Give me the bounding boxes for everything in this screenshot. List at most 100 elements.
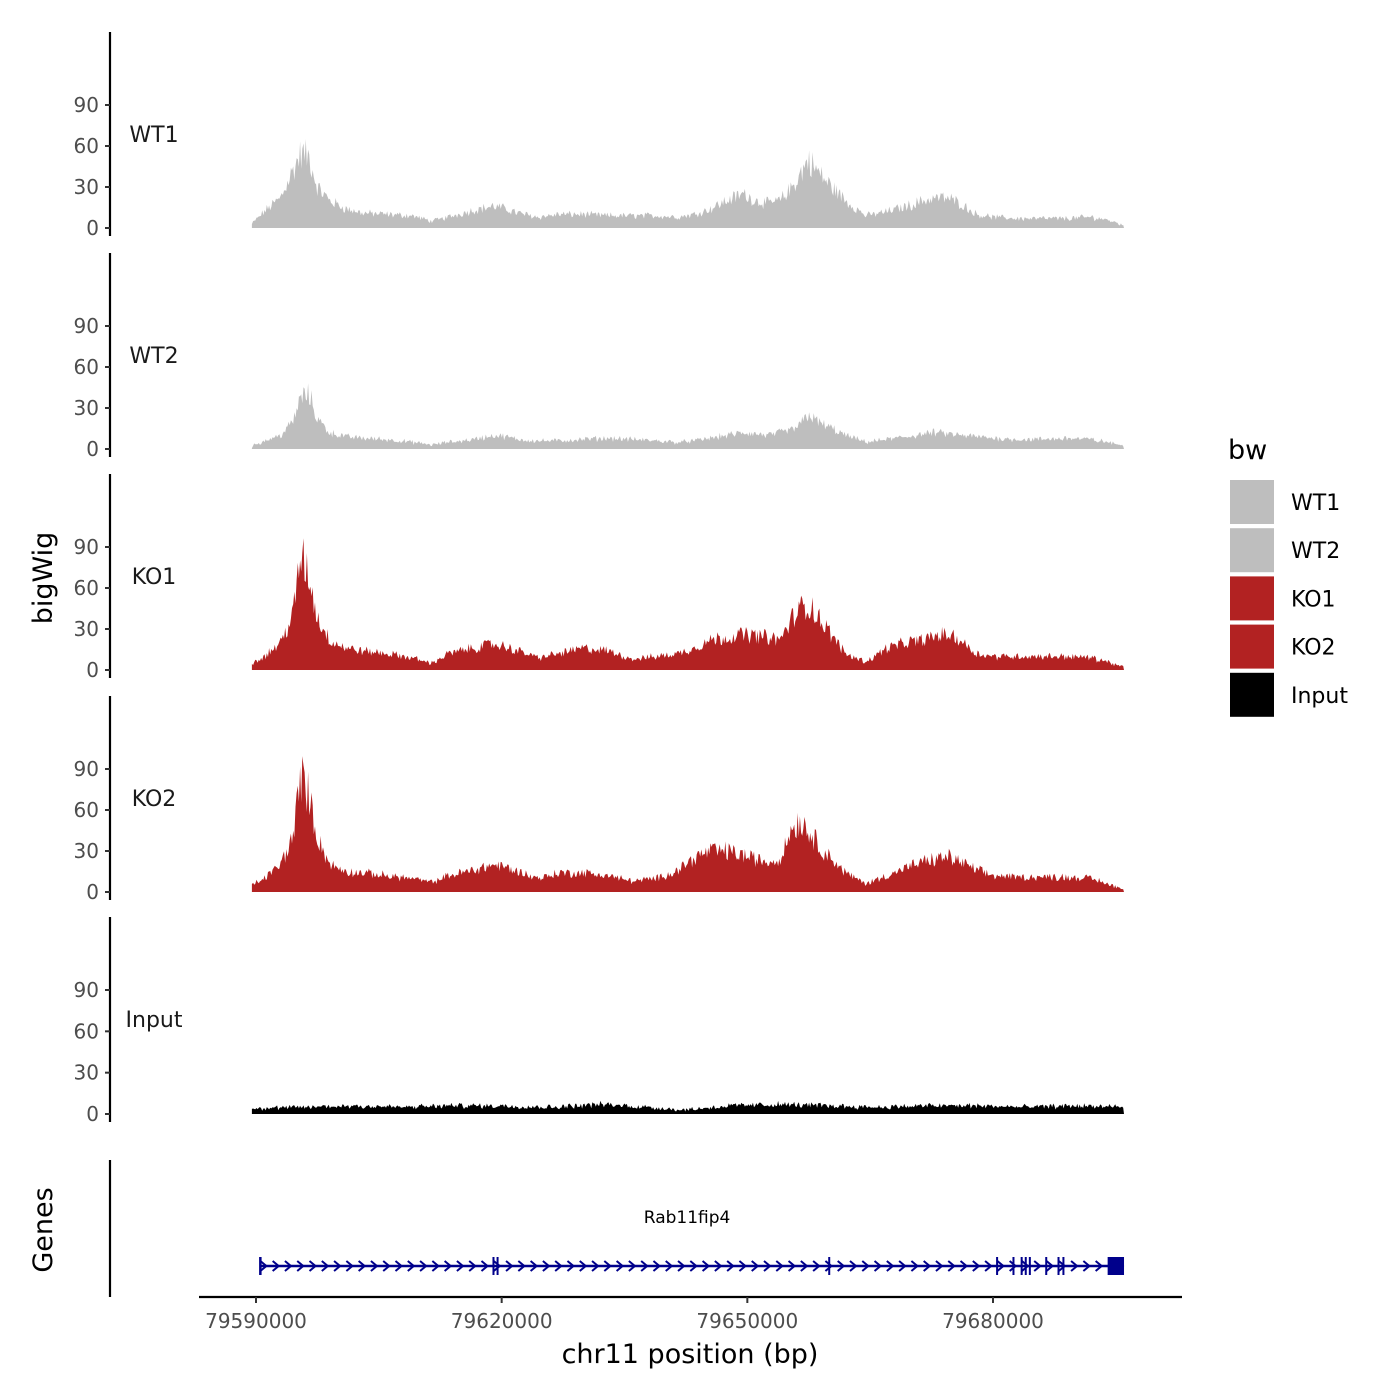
strand-arrow-icon (984, 1260, 993, 1272)
y-tick-label: 30 (74, 1061, 99, 1085)
strand-arrow-icon (579, 1260, 588, 1272)
legend-swatch-wt2 (1230, 528, 1274, 573)
strand-arrow-icon (407, 1260, 416, 1272)
legend-swatch-ko2 (1230, 624, 1274, 669)
strand-arrow-icon (554, 1260, 563, 1272)
strand-arrow-icon (591, 1260, 600, 1272)
gene-exon (496, 1257, 499, 1275)
signal-area-wt1 (251, 139, 1124, 228)
strand-arrow-icon (861, 1260, 870, 1272)
gene-label: Rab11fip4 (644, 1208, 731, 1228)
y-tick-label: 90 (74, 535, 99, 559)
y-tick-label: 0 (86, 216, 99, 240)
strand-arrow-icon (1058, 1260, 1067, 1272)
strand-arrow-icon (947, 1260, 956, 1272)
strand-arrow-icon (357, 1260, 367, 1272)
strand-arrow-icon (701, 1260, 711, 1272)
strand-arrow-icon (787, 1260, 797, 1272)
signal-area-input (251, 1100, 1124, 1114)
strand-arrow-icon (456, 1260, 465, 1272)
gene-exon (492, 1257, 495, 1275)
gene-exon (1045, 1257, 1048, 1275)
y-tick-label: 60 (74, 134, 99, 158)
strand-arrow-icon (394, 1260, 404, 1272)
strand-arrow-icon (751, 1260, 760, 1272)
gene-exon (1020, 1257, 1023, 1275)
y-tick-label: 0 (86, 437, 99, 461)
strand-arrow-icon (345, 1260, 354, 1272)
signal-area-wt2 (251, 383, 1124, 449)
legend-label-ko2: KO2 (1291, 636, 1336, 661)
y-tick-label: 30 (74, 617, 99, 641)
strand-arrow-icon (910, 1260, 919, 1272)
strand-arrow-icon (1082, 1260, 1091, 1272)
strand-arrow-icon (1009, 1260, 1018, 1272)
strand-arrow-icon (935, 1260, 944, 1272)
y-tick-label: 60 (74, 355, 99, 379)
strand-arrow-icon (1094, 1260, 1104, 1272)
strand-arrow-icon (923, 1260, 932, 1272)
strand-arrow-icon (517, 1260, 526, 1272)
gene-exon (1012, 1257, 1015, 1275)
x-tick-label: 79620000 (451, 1309, 553, 1333)
gene-track-title: Genes (28, 1187, 59, 1272)
strand-arrow-icon (419, 1260, 428, 1272)
legend-title: bw (1228, 435, 1267, 466)
strand-arrow-icon (480, 1260, 490, 1272)
x-tick-label: 79650000 (696, 1309, 798, 1333)
gene-exon (1024, 1257, 1027, 1275)
strand-arrow-icon (1070, 1260, 1079, 1272)
legend: bw WT1 WT2 KO1 KO2 Input (1228, 435, 1348, 717)
signal-tracks: 0 30 60 90 WT1 0 30 60 90 WT2 0 30 60 90 KO1 0 30 60 90 KO2… (74, 32, 1124, 1126)
strand-arrow-icon (308, 1260, 318, 1272)
track-wt2: 0 30 60 90 WT2 (74, 253, 1124, 461)
gene-exon (259, 1257, 262, 1275)
strand-arrow-icon (665, 1260, 674, 1272)
strand-arrow-icon (370, 1260, 379, 1272)
legend-label-wt2: WT2 (1291, 539, 1340, 564)
legend-swatch-ko1 (1230, 576, 1274, 621)
gene-exon (828, 1257, 831, 1275)
strand-arrow-icon (296, 1260, 305, 1272)
gene-model: Rab11fip4 (259, 1208, 1125, 1275)
y-tick-label: 0 (86, 880, 99, 904)
strand-arrow-icon (959, 1260, 969, 1272)
strand-arrow-icon (800, 1260, 809, 1272)
track-ko2: 0 30 60 90 KO2 (74, 696, 1124, 904)
strand-arrow-icon (1045, 1260, 1055, 1272)
y-tick-label: 0 (86, 658, 99, 682)
legend-label-ko1: KO1 (1291, 587, 1336, 612)
track-label: Input (126, 1008, 183, 1033)
legend-label-wt1: WT1 (1291, 491, 1340, 516)
y-tick-label: 90 (74, 757, 99, 781)
strand-arrow-icon (652, 1260, 661, 1272)
legend-swatch-wt1 (1230, 480, 1274, 524)
legend-swatch-input (1230, 672, 1274, 717)
y-axis-title: bigWig (28, 532, 59, 625)
y-tick-label: 60 (74, 576, 99, 600)
legend-label-input: Input (1291, 684, 1348, 709)
strand-arrow-icon (615, 1260, 625, 1272)
x-tick-label: 79680000 (942, 1309, 1044, 1333)
strand-arrow-icon (763, 1260, 772, 1272)
x-axis-title: chr11 position (bp) (562, 1339, 819, 1370)
strand-arrow-icon (812, 1260, 821, 1272)
strand-arrow-icon (1033, 1260, 1042, 1272)
x-tick-label: 79590000 (205, 1309, 307, 1333)
gene-exon (1057, 1257, 1060, 1275)
track-label: WT2 (129, 344, 178, 369)
strand-arrow-icon (1021, 1260, 1030, 1272)
strand-arrow-icon (468, 1260, 477, 1272)
gene-exon (996, 1257, 999, 1275)
strand-arrow-icon (849, 1260, 858, 1272)
strand-arrow-icon (837, 1260, 846, 1272)
strand-arrow-icon (738, 1260, 747, 1272)
strand-arrow-icon (333, 1260, 342, 1272)
strand-arrow-icon (493, 1260, 502, 1272)
strand-arrow-icon (284, 1260, 293, 1272)
y-tick-label: 90 (74, 978, 99, 1002)
signal-area-ko2 (251, 756, 1124, 892)
strand-arrow-icon (603, 1260, 612, 1272)
strand-arrow-icon (714, 1260, 723, 1272)
